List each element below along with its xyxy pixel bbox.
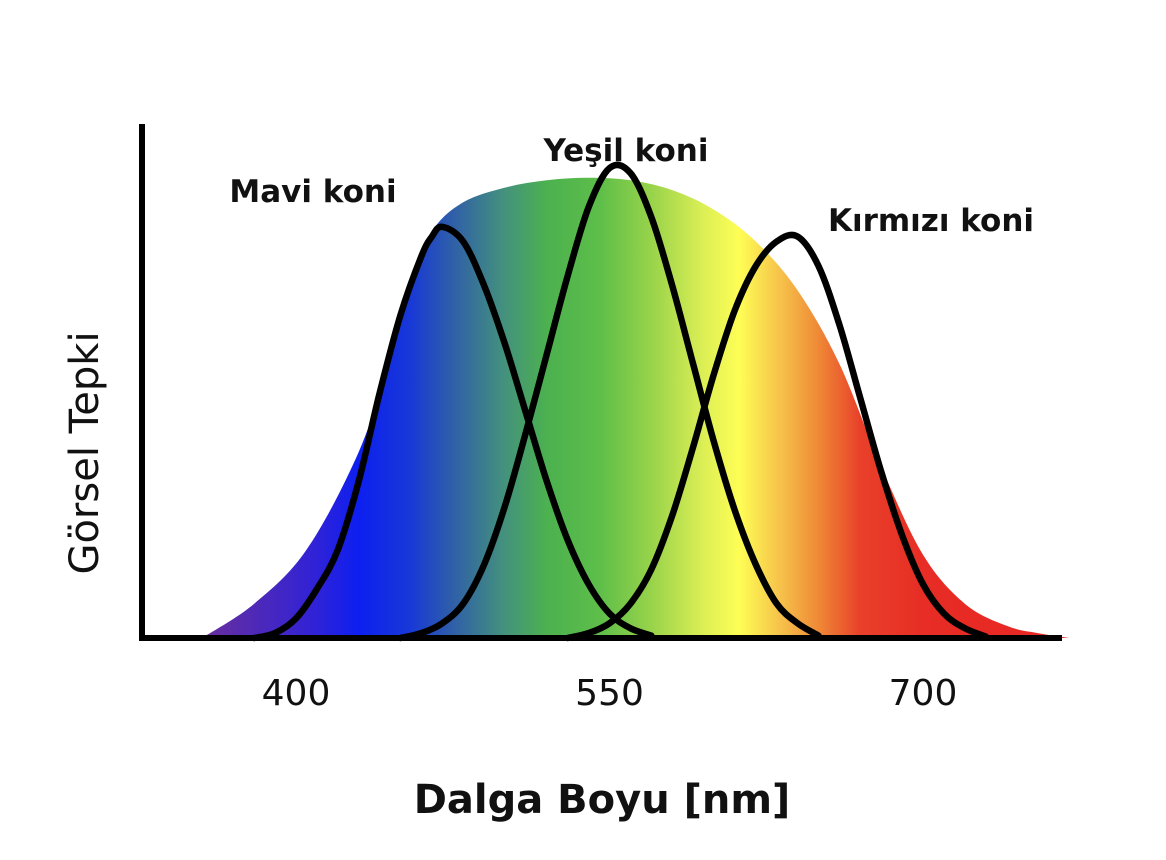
x-axis-title: Dalga Boyu [nm] [414, 777, 791, 823]
green-cone-label: Yeşil koni [543, 133, 709, 169]
blue-cone-curve [250, 223, 655, 642]
red-cone-label: Kırmızı koni [828, 203, 1034, 239]
x-tick-label-400: 400 [262, 673, 331, 714]
y-axis-title: Görsel Tepki [62, 331, 108, 574]
green-cone-curve [397, 161, 822, 642]
blue-cone-label: Mavi koni [229, 174, 396, 210]
x-tick-label-700: 700 [889, 673, 958, 714]
curve-labels: Mavi koni Yeşil koni Kırmızı koni [229, 133, 1034, 239]
spectrum-envelope-area [201, 177, 1070, 639]
red-cone-curve [564, 231, 989, 642]
plot-area [201, 161, 1070, 642]
x-tick-labels: 400 550 700 [262, 673, 958, 714]
x-tick-label-550: 550 [575, 673, 644, 714]
